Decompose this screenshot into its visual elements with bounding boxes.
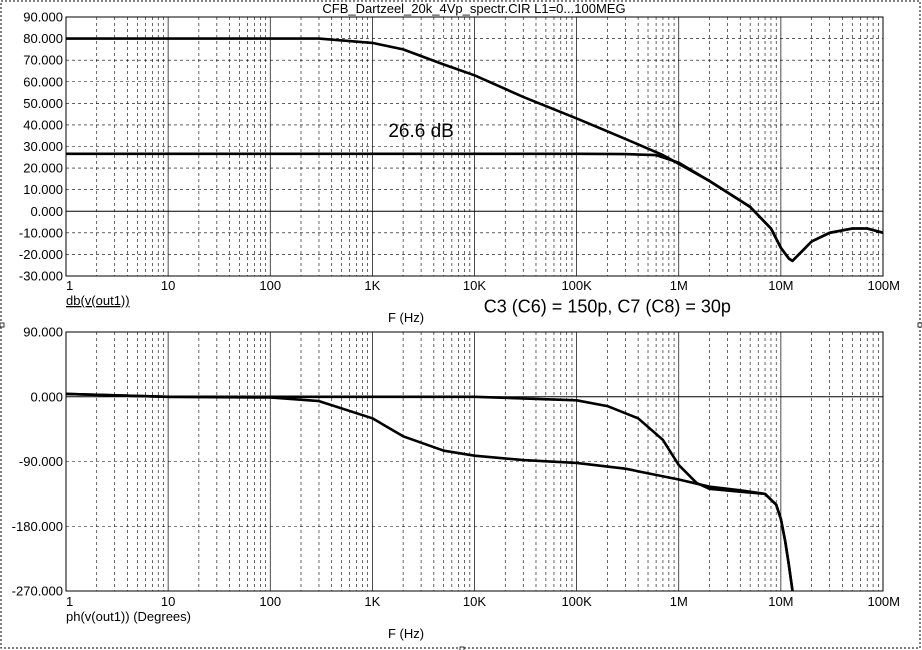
resize-handle[interactable]	[917, 322, 922, 328]
chart-annotation: 26.6 dB	[388, 121, 454, 142]
x-tick-label: 10	[161, 278, 175, 293]
y-tick-label: 10.000	[23, 182, 63, 197]
x-tick-label: 10	[161, 594, 175, 609]
series-line-1	[65, 392, 794, 592]
y-tick-label: 90.000	[23, 325, 63, 340]
grid-lines	[65, 331, 884, 592]
series-line-2	[66, 152, 884, 263]
x-tick-label: 10M	[768, 594, 793, 609]
window-title: CFB_Dartzeel_20k_4Vp_spectr.CIR L1=0...1…	[322, 1, 625, 16]
magnitude-plot: 90.000 80.000 70.000 60.000 50.000 40.000 30.0…	[19, 10, 900, 326]
y-tick-label: -10.000	[19, 225, 63, 240]
resize-handle[interactable]	[0, 322, 5, 328]
x-tick-label: 10M	[768, 278, 793, 293]
x-tick-label: 1	[66, 594, 73, 609]
x-tick-label: 1M	[670, 278, 688, 293]
y-tick-label: 90.000	[23, 10, 63, 25]
x-tick-label: 10K	[463, 594, 486, 609]
y-axis-label: ph(v(out1)) (Degrees)	[66, 609, 191, 624]
y-tick-label: 0.000	[30, 204, 63, 219]
y-axis-label: db(v(out1))	[66, 293, 130, 308]
x-tick-label: 1	[66, 278, 73, 293]
y-tick-label: -20.000	[19, 247, 63, 262]
y-tick-label: 80.000	[23, 31, 63, 46]
x-tick-label: 1K	[364, 278, 380, 293]
x-tick-label: 100	[259, 278, 281, 293]
x-tick-label: 100M	[867, 278, 900, 293]
y-tick-label: 30.000	[23, 139, 63, 154]
plot-area-border	[65, 331, 884, 592]
y-tick-label: 50.000	[23, 96, 63, 111]
x-tick-label: 1K	[364, 594, 380, 609]
x-tick-label: 1M	[670, 594, 688, 609]
y-tick-label: 20.000	[23, 161, 63, 176]
x-axis-label: F (Hz)	[388, 310, 424, 325]
series-line-2	[65, 392, 794, 592]
y-tick-label: -90.000	[19, 454, 63, 469]
x-tick-label: 100M	[867, 594, 900, 609]
grid-lines	[65, 16, 884, 277]
y-tick-label: 70.000	[23, 53, 63, 68]
y-tick-label: -30.000	[19, 269, 63, 284]
x-tick-label: 100	[259, 594, 281, 609]
plot-area-border	[65, 16, 884, 277]
x-tick-label: 100K	[561, 594, 592, 609]
x-tick-label: 100K	[561, 278, 592, 293]
y-tick-label: 60.000	[23, 74, 63, 89]
y-tick-label: -180.000	[12, 519, 63, 534]
x-tick-label: 10K	[463, 278, 486, 293]
x-axis-label: F (Hz)	[388, 626, 424, 641]
chart-annotation: C3 (C6) = 150p, C7 (C8) = 30p	[484, 297, 731, 317]
y-tick-label: 0.000	[30, 389, 63, 404]
resize-handle[interactable]	[459, 646, 465, 650]
y-tick-label: 40.000	[23, 117, 63, 132]
y-tick-label: -270.000	[12, 584, 63, 599]
